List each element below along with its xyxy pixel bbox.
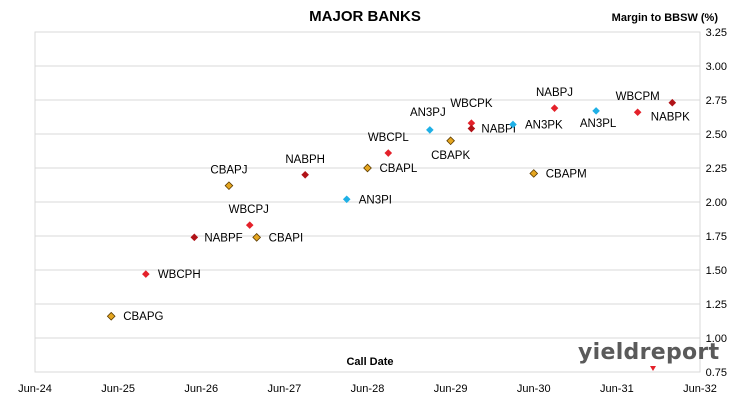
- x-tick-label: Jun-25: [101, 383, 135, 395]
- point-label-an3pi: AN3PI: [359, 194, 392, 206]
- y-tick-label: 3.00: [706, 61, 727, 73]
- y-tick-label: 1.00: [706, 333, 727, 345]
- data-point-nabpk: [668, 98, 677, 107]
- data-point-cbapl: [363, 163, 372, 173]
- point-label-wbcpm: WBCPM: [616, 91, 660, 103]
- y-tick-label: 2.75: [706, 95, 727, 107]
- x-tick-label: Jun-27: [268, 383, 302, 395]
- point-label-nabpi: NABPI: [481, 124, 516, 136]
- data-point-wbcph: [142, 270, 150, 278]
- x-axis-title: Call Date: [346, 356, 394, 368]
- point-label-nabpk: NABPK: [651, 112, 690, 124]
- x-tick-label: Jun-26: [184, 383, 218, 395]
- data-point-cbapi: [252, 232, 262, 242]
- data-point-an3pi: [342, 195, 351, 204]
- yieldreport-logo: yieldreport: [578, 340, 720, 365]
- y-tick-label: 2.50: [706, 129, 727, 141]
- y-axis-title: Margin to BBSW (%): [611, 12, 718, 24]
- point-label-wbcpj: WBCPJ: [229, 204, 269, 216]
- point-label-cbapg: CBAPG: [123, 311, 163, 323]
- x-tick-label: Jun-31: [600, 383, 634, 395]
- point-label-cbapi: CBAPI: [269, 232, 304, 244]
- point-label-wbcpl: WBCPL: [368, 132, 410, 144]
- y-tick-label: 2.25: [706, 163, 727, 175]
- y-tick-label: 1.25: [706, 299, 727, 311]
- y-tick-label: 1.50: [706, 265, 727, 277]
- y-tick-label: 3.25: [706, 27, 727, 39]
- point-label-wbcph: WBCPH: [158, 269, 201, 281]
- point-label-nabpj: NABPJ: [536, 87, 573, 99]
- point-label-nabph: NABPH: [285, 154, 325, 166]
- data-point-nabpj: [550, 104, 559, 112]
- data-point-nabpi: [467, 124, 476, 133]
- x-tick-label: Jun-32: [683, 383, 717, 395]
- data-point-cbapj: [224, 181, 234, 191]
- y-tick-label: 0.75: [706, 367, 727, 379]
- y-tick-label: 1.75: [706, 231, 727, 243]
- point-label-an3pj: AN3PJ: [410, 107, 446, 119]
- data-point-cbapk: [446, 136, 455, 146]
- y-tick-label: 2.00: [706, 197, 727, 209]
- data-point-nabpf: [190, 233, 199, 242]
- point-label-an3pl: AN3PL: [580, 118, 617, 130]
- x-tick-label: Jun-30: [517, 383, 551, 395]
- point-label-cbapj: CBAPJ: [210, 165, 247, 177]
- data-point-wbcpk: [467, 119, 476, 127]
- logo-mark: [650, 366, 656, 371]
- data-point-an3pj: [426, 126, 434, 134]
- point-label-cbapm: CBAPM: [546, 168, 587, 180]
- data-point-an3pk: [509, 120, 517, 129]
- point-label-wbcpk: WBCPK: [450, 98, 493, 110]
- point-label-an3pk: AN3PK: [525, 119, 563, 131]
- data-point-wbcpl: [384, 149, 393, 157]
- data-point-an3pl: [592, 107, 600, 115]
- point-label-cbapk: CBAPK: [431, 150, 470, 162]
- data-point-wbcpm: [633, 108, 642, 117]
- data-point-nabph: [301, 171, 309, 179]
- point-label-nabpf: NABPF: [204, 232, 242, 244]
- data-point-cbapm: [529, 169, 539, 178]
- x-tick-label: Jun-24: [18, 383, 52, 395]
- x-tick-label: Jun-28: [351, 383, 385, 395]
- point-label-cbapl: CBAPL: [380, 163, 418, 175]
- x-tick-label: Jun-29: [434, 383, 468, 395]
- data-point-cbapg: [106, 311, 116, 321]
- data-point-wbcpj: [245, 221, 254, 229]
- chart-title: MAJOR BANKS: [309, 8, 421, 25]
